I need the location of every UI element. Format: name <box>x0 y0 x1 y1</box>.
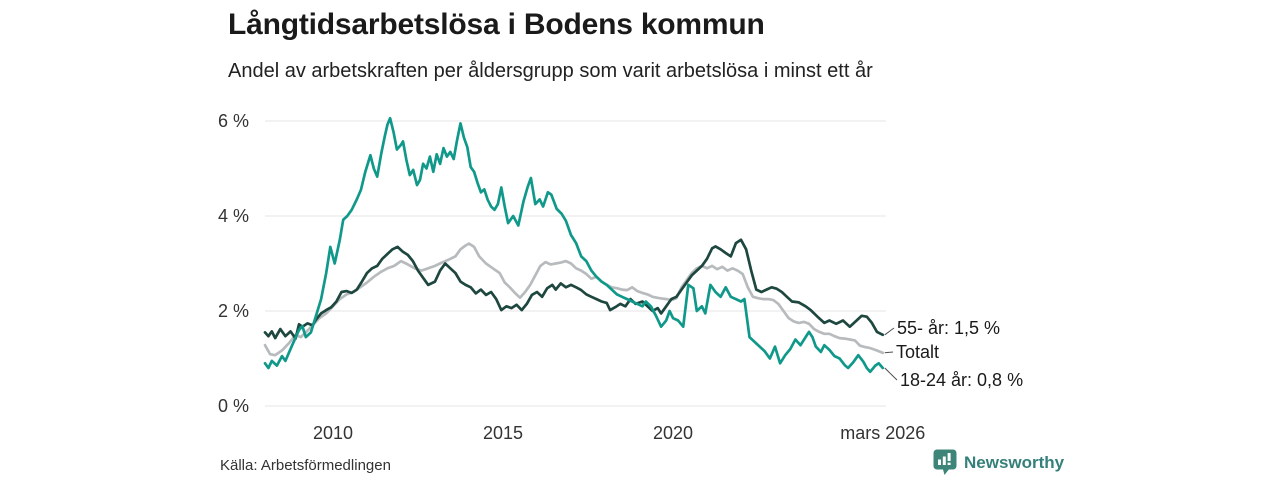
newsworthy-wordmark: Newsworthy <box>964 452 1065 472</box>
series-end-label: 55- år: 1,5 % <box>897 318 1000 338</box>
series-line-55-r <box>263 238 885 340</box>
newsworthy-branding: Newsworthy <box>933 449 1064 476</box>
x-axis-tick-label: 2015 <box>483 423 523 443</box>
label-leader-line <box>884 351 894 354</box>
x-axis-tick-label: 2020 <box>653 423 693 443</box>
series-line-18-24r <box>263 116 885 374</box>
series-end-label: 18-24 år: 0,8 % <box>900 370 1023 390</box>
series-end-label: Totalt <box>896 342 939 362</box>
x-axis-tick-label: 2010 <box>313 423 353 443</box>
y-axis-tick-label: 2 % <box>218 301 249 321</box>
x-axis-tick-label: mars 2026 <box>840 423 925 443</box>
newsworthy-bar-chart-bubble-icon <box>933 449 957 475</box>
page-title: Långtidsarbetslösa i Bodens kommun <box>228 8 765 41</box>
y-axis-tick-label: 6 % <box>218 111 249 131</box>
page-subtitle: Andel av arbetskraften per åldersgrupp s… <box>228 60 873 82</box>
source-note: Källa: Arbetsförmedlingen <box>220 457 391 474</box>
label-leader-line <box>884 327 895 336</box>
y-axis-tick-label: 4 % <box>218 206 249 226</box>
y-axis-tick-label: 0 % <box>218 396 249 416</box>
label-leader-line <box>884 367 898 381</box>
